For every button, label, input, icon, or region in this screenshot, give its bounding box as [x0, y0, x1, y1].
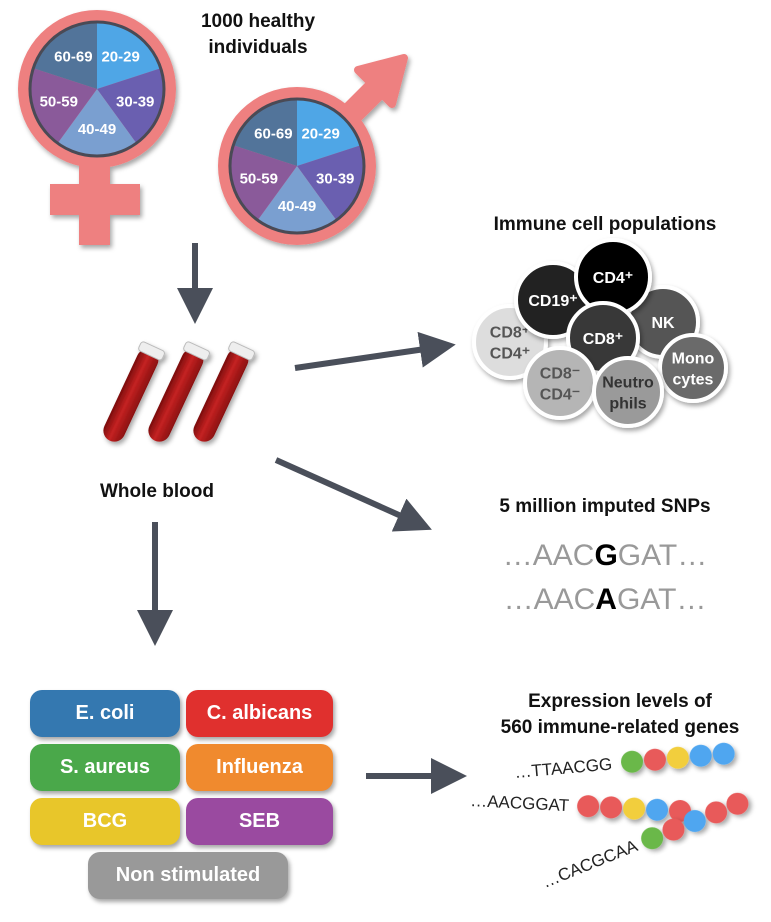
stimulus-influenza: Influenza [186, 744, 333, 791]
expression-bead [646, 798, 669, 821]
pie-label: 20-29 [301, 125, 339, 142]
expression-bead [689, 744, 712, 767]
cell-label: CD19⁺ [528, 293, 577, 310]
expression-row: …CACGCAA [539, 792, 749, 892]
pie-label: 60-69 [54, 48, 92, 65]
gene-expression-rows: …TTAACGG …AACGGAT …CACGCAA [470, 742, 749, 892]
blood-tubes-icon [103, 341, 255, 442]
expression-row: …TTAACGG [514, 742, 735, 782]
expression-bead [623, 797, 646, 820]
pie-slice-30-39 [97, 68, 164, 144]
cell-label: Mono [672, 351, 715, 368]
pie-label: 60-69 [254, 125, 292, 142]
gene-sequence: …AACGGAT [470, 791, 570, 815]
pie-slice-60-69 [233, 99, 297, 166]
cell-label: CD8⁺ [490, 325, 530, 342]
pie-slice-40-49 [257, 166, 337, 234]
title-line-2: individuals [208, 37, 307, 58]
pie-slice-30-39 [297, 145, 364, 221]
expression-bead [705, 801, 728, 824]
expression-bead [726, 792, 749, 815]
expression-title-line-1: Expression levels of [528, 691, 712, 712]
expression-bead [600, 796, 623, 819]
cell-label: phils [609, 396, 646, 413]
pie-slice-40-49 [57, 89, 137, 156]
cell-label: NK [651, 315, 675, 332]
pie-slice-60-69 [33, 22, 97, 89]
cell-circle [523, 346, 597, 420]
cell-label: CD8⁻ [540, 366, 580, 383]
pie-label: 40-49 [278, 198, 316, 215]
expression-row: …AACGGAT [470, 791, 692, 822]
expression-bead [621, 750, 644, 773]
pie-label: 30-39 [116, 93, 154, 110]
gene-sequence: …TTAACGG [514, 755, 613, 782]
cell-circle [658, 333, 728, 403]
stimulus-seb: SEB [186, 798, 333, 845]
expression-bead [712, 742, 735, 765]
gene-sequence: …CACGCAA [539, 836, 640, 892]
cell-label: CD4⁺ [593, 270, 633, 287]
expression-bead [643, 748, 666, 771]
pie-label: 50-59 [240, 170, 278, 187]
whole-blood-label: Whole blood [100, 481, 214, 502]
stimulus-c-albicans: C. albicans [186, 690, 333, 737]
cells-title: Immune cell populations [494, 214, 717, 235]
cell-label: CD4⁺ [490, 346, 530, 363]
cell-label: cytes [673, 372, 714, 389]
expression-bead [641, 827, 664, 850]
expression-bead [666, 746, 689, 769]
title-line-1: 1000 healthy [201, 11, 315, 32]
pie-slice-20-29 [97, 22, 161, 89]
pie-label: 40-49 [78, 121, 116, 138]
expression-bead [577, 795, 600, 818]
snps-title: 5 million imputed SNPs [499, 496, 710, 517]
pie-slice-20-29 [297, 98, 361, 166]
snp-sequences: …AACGGAT… …AACAGAT… [503, 539, 707, 616]
cell-label: CD4⁻ [540, 387, 580, 404]
pie-slice-50-59 [30, 68, 98, 144]
expression-bead [683, 810, 706, 833]
stimulus-bcg: BCG [30, 798, 180, 845]
immune-cells: CD8⁺ CD4⁺ CD19⁺ NK CD4⁺ CD8⁺ CD8⁻ CD4⁻ Mono cytes… [472, 238, 728, 428]
pie-label: 30-39 [316, 170, 354, 187]
pie-label: 20-29 [101, 48, 139, 65]
arrow-to-cells [294, 331, 456, 371]
expression-bead [662, 818, 685, 841]
flow-arrows [137, 243, 467, 794]
expression-title-line-2: 560 immune-related genes [501, 717, 740, 738]
snp-line: …AACAGAT… [504, 583, 707, 616]
stimulus-s-aureus: S. aureus [30, 744, 180, 791]
cell-label: CD8⁺ [583, 331, 623, 348]
stimulus-e-coli: E. coli [30, 690, 180, 737]
pie-label: 50-59 [40, 93, 78, 110]
arrow-to-snps [274, 457, 432, 532]
cell-label: Neutro [602, 375, 654, 392]
cell-circle [592, 356, 664, 428]
snp-line: …AACGGAT… [503, 539, 707, 572]
pie-slice-50-59 [230, 145, 297, 221]
stimulus-non-stimulated: Non stimulated [88, 852, 288, 899]
